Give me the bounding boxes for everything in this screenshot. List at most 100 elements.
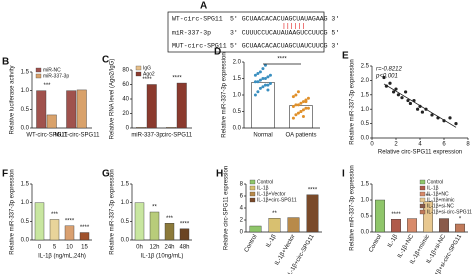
x-axis-label: IL-1β (10ng/mL) — [141, 254, 184, 260]
y-tick-label: 80 — [122, 68, 129, 74]
seq: 5' GCUAACACACUAGCUAUCUUCG 3' — [230, 43, 339, 50]
y-tick-label: 2.0 — [361, 78, 370, 84]
x-tick-label: 0 — [370, 142, 374, 148]
point — [406, 98, 410, 103]
x-tick-label: circ-SPG11 — [162, 133, 193, 139]
point — [263, 77, 267, 80]
point — [301, 114, 305, 118]
legend-swatch — [135, 71, 142, 77]
y-tick-label: 0.0 — [21, 126, 30, 132]
x-tick-label: Control — [368, 234, 383, 254]
point — [301, 108, 305, 112]
annotation: ** — [426, 194, 431, 200]
point — [396, 93, 400, 97]
legend-swatch — [419, 197, 426, 203]
point — [266, 83, 270, 87]
point — [420, 110, 424, 114]
y-tick-label: 1.5 — [21, 182, 30, 188]
point — [256, 90, 260, 94]
y-axis-label: Relative miR-337-3p expression — [222, 52, 228, 137]
legend-swatch — [135, 65, 142, 71]
point — [306, 96, 310, 100]
y-tick-label: 1.5 — [361, 182, 370, 188]
point — [412, 98, 416, 103]
point — [299, 110, 303, 113]
y-tick-label: 1.0 — [21, 88, 30, 94]
bar — [179, 228, 190, 241]
x-tick-label: IL-1β — [387, 233, 399, 248]
point — [256, 80, 260, 84]
point — [266, 75, 270, 79]
y-tick-label: 1.0 — [121, 200, 130, 206]
annotation: *** — [166, 216, 174, 222]
annotation: *** — [51, 212, 59, 218]
bar — [249, 225, 262, 233]
legend-label: IL-1β+mimic — [427, 197, 455, 203]
point — [294, 113, 298, 117]
legend-swatch — [419, 203, 426, 209]
y-tick-label: 0.5 — [121, 219, 130, 225]
y-tick-label: 6 — [240, 194, 244, 200]
x-tick-label: 24h — [164, 245, 174, 251]
point — [301, 100, 305, 104]
point — [258, 70, 262, 74]
annotation: **** — [80, 225, 90, 231]
point — [261, 85, 265, 89]
x-tick-label: WT-circ-SPG11 — [26, 133, 68, 139]
y-tick-label: 1.5 — [121, 182, 130, 188]
point — [268, 73, 272, 77]
legend-swatch — [249, 197, 256, 203]
x-tick-label: 0h — [136, 245, 143, 251]
point — [253, 80, 257, 84]
bar — [423, 201, 434, 233]
legend-label: IgG — [143, 65, 151, 71]
x-tick-label: Control — [244, 234, 259, 254]
y-axis-label: Relative miR-337-3p expression — [10, 169, 16, 254]
point — [296, 90, 300, 94]
point — [454, 122, 458, 126]
panel-letter: G — [102, 169, 110, 180]
legend-label: IL-1β+circ-SPG11 — [257, 197, 297, 203]
bar — [146, 84, 157, 129]
annotation: **** — [277, 57, 287, 63]
y-axis-label: Relative RNA level (Ago2/IgG) — [110, 59, 116, 140]
x-tick-label: Normal — [253, 133, 272, 139]
point — [261, 77, 265, 80]
y-tick-label: 1.0 — [21, 200, 30, 206]
bar — [136, 127, 147, 129]
y-tick-label: 0.0 — [121, 238, 130, 244]
point — [291, 116, 295, 120]
bar — [268, 217, 281, 233]
x-tick-label: 15 — [81, 245, 88, 251]
bar — [306, 194, 319, 233]
legend-label: IL-1β+si-NC — [427, 203, 454, 209]
bar — [49, 219, 60, 241]
bar — [134, 202, 145, 241]
stat: r=-0.8212 — [376, 67, 403, 73]
bar — [251, 82, 275, 129]
y-tick-label: 0.0 — [21, 238, 30, 244]
point — [388, 81, 392, 85]
x-tick-label: IL-1β — [266, 233, 278, 248]
legend-swatch — [35, 73, 42, 79]
x-tick-label: 8 — [466, 142, 470, 148]
point — [263, 83, 267, 87]
x-tick-label: 2 — [394, 142, 398, 148]
legend-label: IL-1β+NC — [427, 191, 449, 197]
y-axis-label: Relative circ-SPG11 expression — [224, 166, 230, 250]
point — [253, 73, 257, 77]
point — [392, 90, 396, 94]
x-tick-label: 0 — [38, 245, 42, 251]
point — [448, 116, 452, 120]
stat: p<0.001 — [375, 74, 398, 80]
annotation: **** — [391, 212, 401, 218]
bar — [176, 82, 187, 129]
sequence-box — [167, 11, 325, 53]
x-tick-label: 10 — [66, 245, 73, 251]
x-tick-label: 12h — [149, 245, 159, 251]
bar — [46, 114, 57, 129]
legend-swatch — [249, 179, 256, 185]
point — [258, 78, 262, 82]
y-tick-label: 0.0 — [361, 136, 370, 142]
annotation: **** — [142, 77, 152, 83]
